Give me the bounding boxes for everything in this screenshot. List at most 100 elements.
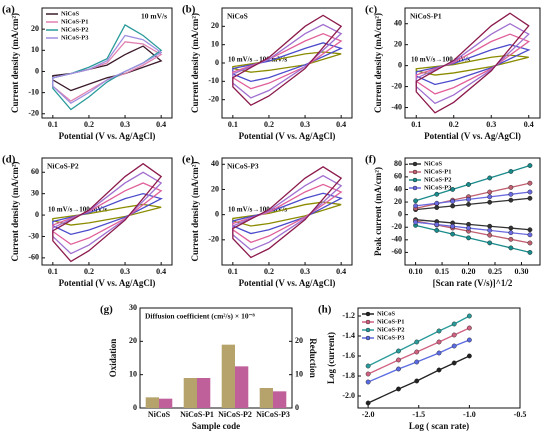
series-line (367, 315, 470, 367)
panel-label: (b) (182, 4, 196, 16)
plot-frame (404, 7, 541, 119)
marker (413, 198, 418, 204)
y-tick-label: 40 (394, 184, 402, 193)
series-line (232, 23, 343, 99)
marker (487, 189, 493, 195)
series-line (415, 22, 530, 105)
y-axis-label: Current density (mA/cm²) (373, 13, 383, 113)
y-tick-label: 0 (398, 60, 402, 69)
marker (527, 250, 533, 255)
x-tick-label: NiCoS (148, 410, 171, 419)
bar (235, 366, 249, 408)
marker (508, 245, 514, 251)
x-tick-label: 0.2 (264, 120, 274, 129)
y-tick-label: -60 (391, 247, 402, 256)
x-tick-label: 0.4 (156, 120, 166, 129)
y2-tick-label: 10 (295, 369, 303, 378)
y-tick-label: 40 (394, 19, 402, 28)
y2-tick-label: 20 (295, 336, 303, 345)
marker (508, 225, 514, 231)
marker (466, 353, 472, 359)
y-tick-label: 0 (215, 209, 219, 218)
panel-title: NiCoS-P3 (227, 162, 259, 171)
marker (508, 197, 514, 203)
marker (396, 386, 401, 392)
legend-marker (365, 327, 371, 333)
series-line (52, 171, 163, 255)
x-tick-label: 0.2 (84, 120, 94, 129)
series-line (52, 192, 163, 236)
marker (365, 371, 371, 377)
series-line (52, 34, 163, 104)
marker (436, 350, 442, 356)
y-tick-label: 20 (394, 39, 402, 48)
x-axis-label: Sample code (192, 421, 240, 431)
y-tick-label: 20 (31, 24, 39, 33)
marker (434, 200, 440, 206)
y-tick-label: -10 (208, 76, 219, 85)
y-tick-label: -1.2 (342, 311, 355, 320)
y-tick-label: -1.6 (342, 351, 355, 360)
y-tick-label: 20 (211, 21, 219, 30)
marker (365, 400, 371, 406)
y-tick-label: -1.8 (342, 371, 355, 380)
x-tick-label: 0.3 (486, 120, 496, 129)
y-tick-label: -1.4 (342, 331, 355, 340)
legend-label: NiCoS-P2 (424, 176, 451, 183)
annotation: 10 mV/s (141, 12, 167, 21)
marker (451, 343, 457, 349)
x-axis-label: Log ( scan rate) (409, 421, 469, 431)
panel-label: (h) (318, 304, 332, 316)
legend-marker (412, 177, 418, 183)
plot-frame (41, 7, 173, 119)
marker (434, 227, 440, 233)
marker (487, 232, 493, 238)
y-tick-label: -20 (208, 94, 219, 103)
x-tick-label: 0.20 (462, 267, 476, 276)
y-axis-label: Log (current) (326, 332, 336, 384)
series-line (415, 12, 530, 114)
marker (450, 203, 456, 209)
series-line (52, 41, 163, 102)
annotation: 10 mV/s→100 mV/s (411, 56, 470, 64)
y-tick-label: -2.0 (342, 391, 355, 400)
x-tick-label: NiCoS-P3 (256, 410, 290, 419)
y-tick-label: 80 (394, 159, 402, 168)
marker (527, 227, 533, 233)
legend-label: NiCoS-P1 (424, 168, 451, 175)
x-axis-label: Potential (V vs. Ag/AgCl) (59, 131, 156, 141)
marker (466, 325, 472, 331)
bar (273, 391, 287, 408)
bar (221, 344, 235, 408)
y-tick-label: 0 (398, 209, 402, 218)
plot-frame (41, 157, 173, 266)
marker (466, 313, 472, 319)
bar (259, 388, 273, 408)
x-tick-label: 0.1 (48, 267, 58, 276)
marker (527, 195, 533, 201)
legend-label: NiCoS (424, 160, 442, 167)
panel-label: (a) (2, 4, 15, 16)
plot-frame (221, 157, 353, 266)
x-tick-label: 0.3 (120, 120, 130, 129)
x-tick-label: 0.1 (228, 267, 238, 276)
x-tick-label: 0.10 (409, 267, 423, 276)
marker (434, 191, 440, 197)
series-line (52, 182, 163, 246)
x-tick-label: 0.3 (300, 120, 310, 129)
x-axis-label: [Scan rate (V/s)]^1/2 (433, 278, 513, 288)
y-tick-label: 0 (215, 58, 219, 67)
series-line (415, 43, 531, 86)
marker (466, 337, 472, 343)
marker (487, 175, 493, 181)
y-tick-label: -20 (28, 109, 39, 118)
x-tick-label: 0.25 (488, 267, 502, 276)
marker (527, 163, 533, 168)
x-tick-label: 0.2 (449, 120, 459, 129)
y-tick-label: 20 (129, 336, 137, 345)
panel-title: NiCoS-P2 (47, 162, 79, 171)
marker (450, 198, 456, 204)
bar (183, 378, 197, 408)
marker (487, 194, 493, 200)
marker (487, 240, 493, 246)
